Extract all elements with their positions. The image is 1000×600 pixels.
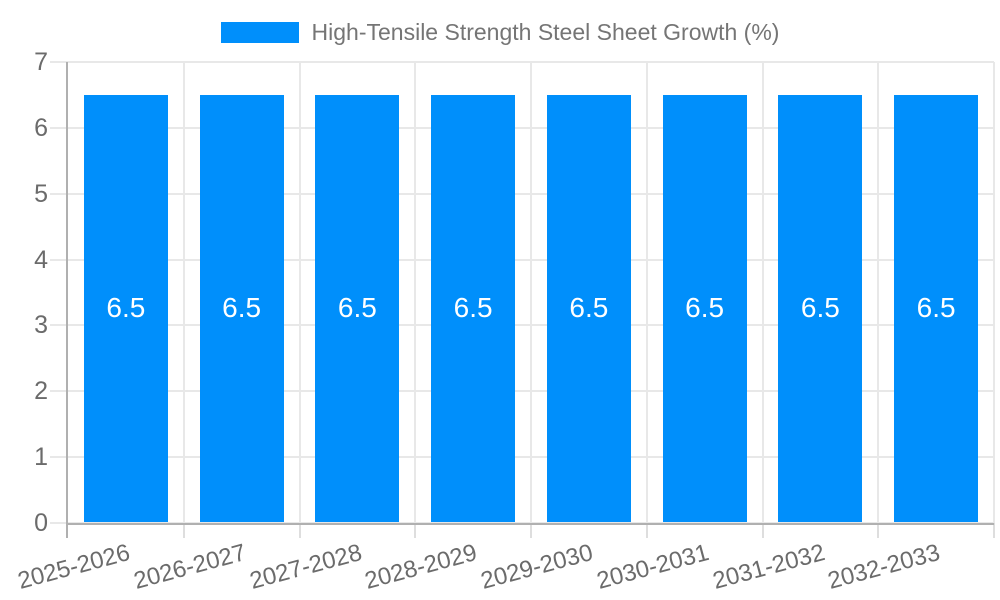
- legend-swatch-icon: [220, 21, 299, 43]
- y-axis-line: [66, 62, 68, 538]
- x-tick-label: 2026-2027: [130, 539, 249, 595]
- bar-value-label: 6.5: [453, 292, 493, 324]
- gridline-v: [414, 62, 417, 523]
- gridline-v: [645, 62, 648, 523]
- x-axis-tick: [298, 523, 301, 538]
- x-axis-tick: [645, 523, 648, 538]
- y-tick-label: 0: [34, 509, 48, 537]
- y-tick-label: 2: [34, 377, 48, 406]
- x-tick-label: 2025-2026: [15, 539, 133, 595]
- bar[interactable]: 6.5: [83, 94, 168, 522]
- x-tick-label: 2030-2031: [593, 539, 712, 595]
- bar[interactable]: 6.5: [662, 94, 747, 522]
- y-tick-label: 4: [34, 245, 48, 274]
- bar[interactable]: 6.5: [546, 94, 631, 522]
- x-axis-line: [66, 523, 994, 525]
- bar-value-label: 6.5: [222, 292, 262, 324]
- gridline-h: [50, 61, 994, 63]
- gridline-v: [530, 62, 532, 523]
- bar-value-label: 6.5: [916, 292, 956, 324]
- bar-value-label: 6.5: [337, 292, 377, 324]
- x-tick-label: 2032-2033: [825, 539, 944, 595]
- y-tick-label: 6: [34, 113, 48, 142]
- x-axis-tick: [414, 523, 417, 538]
- bar[interactable]: 6.5: [894, 94, 979, 522]
- bar[interactable]: 6.5: [199, 94, 284, 522]
- gridline-v: [298, 62, 301, 523]
- y-tick-label: 3: [34, 311, 48, 340]
- legend-label: High-Tensile Strength Steel Sheet Growth…: [311, 18, 780, 45]
- x-tick-label: 2027-2028: [246, 539, 365, 595]
- x-tick-label: 2028-2029: [362, 539, 481, 595]
- bar[interactable]: 6.5: [778, 94, 863, 522]
- x-axis-tick: [761, 523, 764, 538]
- x-tick-label: 2031-2032: [709, 539, 828, 595]
- gridline-v: [877, 62, 880, 523]
- x-axis-tick: [993, 523, 995, 538]
- y-tick-label: 7: [34, 48, 48, 76]
- x-axis-tick: [530, 523, 532, 538]
- bar-value-label: 6.5: [800, 292, 840, 324]
- bar-value-label: 6.5: [106, 292, 146, 324]
- bar[interactable]: 6.5: [315, 94, 400, 522]
- bar-value-label: 6.5: [569, 292, 609, 324]
- legend-item[interactable]: High-Tensile Strength Steel Sheet Growth…: [0, 18, 1000, 46]
- y-tick-label: 1: [34, 443, 48, 472]
- gridline-v: [182, 62, 185, 523]
- bar[interactable]: 6.5: [431, 94, 516, 522]
- gridline-v: [761, 62, 764, 523]
- bar-value-label: 6.5: [685, 292, 725, 324]
- x-tick-label: 2029-2030: [478, 539, 596, 595]
- y-tick-label: 5: [34, 179, 48, 208]
- x-axis-tick: [182, 523, 185, 538]
- x-axis-tick: [877, 523, 880, 538]
- gridline-v: [993, 62, 995, 523]
